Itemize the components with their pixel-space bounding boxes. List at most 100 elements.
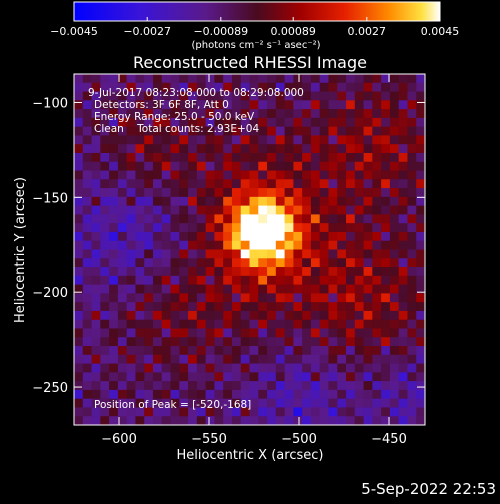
heatmap-cell	[109, 240, 119, 251]
heatmap-cell	[100, 100, 110, 110]
heatmap-cell	[188, 188, 198, 198]
heatmap-cell	[82, 372, 93, 382]
heatmap-cell	[398, 74, 409, 84]
heatmap-cell	[152, 337, 163, 347]
heatmap-cell	[82, 188, 93, 198]
heatmap-cell	[240, 196, 251, 207]
heatmap-cell	[398, 188, 409, 198]
heatmap-cell	[152, 109, 163, 119]
heatmap-cell	[126, 205, 137, 216]
heatmap-cell	[302, 372, 312, 382]
heatmap-cell	[381, 293, 391, 303]
heatmap-cell	[135, 337, 145, 347]
heatmap-cell	[363, 389, 373, 400]
heatmap-cell	[398, 223, 409, 233]
heatmap-cell	[346, 223, 356, 233]
heatmap-cell	[267, 293, 277, 303]
heatmap-cell	[91, 328, 101, 338]
heatmap-cell	[310, 214, 321, 224]
heatmap-cell	[319, 267, 330, 277]
heatmap-cell	[188, 91, 198, 101]
heatmap-cell	[231, 302, 242, 312]
heatmap-cell	[188, 82, 198, 93]
heatmap-cell	[170, 267, 180, 277]
heatmap-cell	[310, 346, 321, 356]
heatmap-cell	[74, 205, 84, 216]
heatmap-cell	[310, 302, 321, 312]
heatmap-cell	[240, 381, 251, 391]
heatmap-cell	[354, 310, 365, 321]
heatmap-cell	[275, 381, 286, 391]
heatmap-cell	[249, 284, 259, 294]
heatmap-cell	[372, 354, 382, 365]
heatmap-cell	[240, 179, 251, 189]
heatmap-cell	[82, 179, 93, 189]
heatmap-cell	[205, 293, 216, 303]
heatmap-cell	[337, 275, 347, 286]
heatmap-cell	[144, 258, 154, 268]
heatmap-cell	[249, 337, 259, 347]
heatmap-cell	[196, 117, 207, 128]
heatmap-cell	[389, 100, 400, 110]
heatmap-cell	[152, 302, 163, 312]
heatmap-cell	[398, 346, 409, 356]
heatmap-cell	[188, 152, 198, 163]
heatmap-cell	[372, 109, 382, 119]
heatmap-cell	[310, 319, 321, 330]
heatmap-cell	[389, 407, 400, 417]
heatmap-cell	[267, 381, 277, 391]
heatmap-cell	[346, 346, 356, 356]
heatmap-cell	[381, 240, 391, 251]
heatmap-cell	[91, 223, 101, 233]
heatmap-cell	[398, 249, 409, 259]
heatmap-cell	[161, 416, 172, 425]
heatmap-cell	[91, 205, 101, 216]
heatmap-cell	[82, 249, 93, 259]
heatmap-cell	[188, 416, 198, 425]
colorbar-label: (photons cm⁻² s⁻¹ asec⁻²)	[191, 40, 320, 51]
heatmap-cell	[223, 249, 233, 259]
heatmap-cell	[319, 135, 330, 145]
heatmap-cell	[170, 109, 180, 119]
heatmap-cell	[100, 196, 110, 207]
heatmap-cell	[372, 100, 382, 110]
heatmap-cell	[398, 328, 409, 338]
heatmap-cell	[179, 74, 189, 84]
heatmap-cell	[389, 196, 400, 207]
heatmap-cell	[310, 91, 321, 101]
heatmap-cell	[109, 100, 119, 110]
heatmap-cell	[126, 337, 137, 347]
heatmap-cell	[319, 196, 330, 207]
heatmap-cell	[302, 249, 312, 259]
colorbar-tick-label: −0.0045	[50, 25, 98, 38]
heatmap-cell	[372, 126, 382, 137]
heatmap-cell	[161, 152, 172, 163]
heatmap-cell	[152, 354, 163, 365]
heatmap-cell	[381, 144, 391, 154]
heatmap-cell	[214, 275, 224, 286]
heatmap-cell	[249, 354, 259, 365]
heatmap-cell	[381, 223, 391, 233]
heatmap-cell	[372, 82, 382, 93]
heatmap-cell	[249, 188, 259, 198]
heatmap-cell	[82, 416, 93, 425]
heatmap-cell	[74, 389, 84, 400]
heatmap-cell	[337, 249, 347, 259]
heatmap-cell	[135, 258, 145, 268]
heatmap-cell	[267, 346, 277, 356]
heatmap-cell	[249, 319, 259, 330]
heatmap-cell	[74, 407, 84, 417]
heatmap-cell	[346, 310, 356, 321]
heatmap-cell	[100, 337, 110, 347]
heatmap-cell	[363, 196, 373, 207]
heatmap-cell	[240, 319, 251, 330]
heatmap-cell	[302, 205, 312, 216]
heatmap-cell	[302, 179, 312, 189]
heatmap-cell	[196, 354, 207, 365]
heatmap-cell	[223, 407, 233, 417]
heatmap-cell	[258, 135, 268, 145]
heatmap-cell	[100, 372, 110, 382]
heatmap-cell	[284, 267, 294, 277]
heatmap-cell	[135, 284, 145, 294]
heatmap-cell	[205, 258, 216, 268]
